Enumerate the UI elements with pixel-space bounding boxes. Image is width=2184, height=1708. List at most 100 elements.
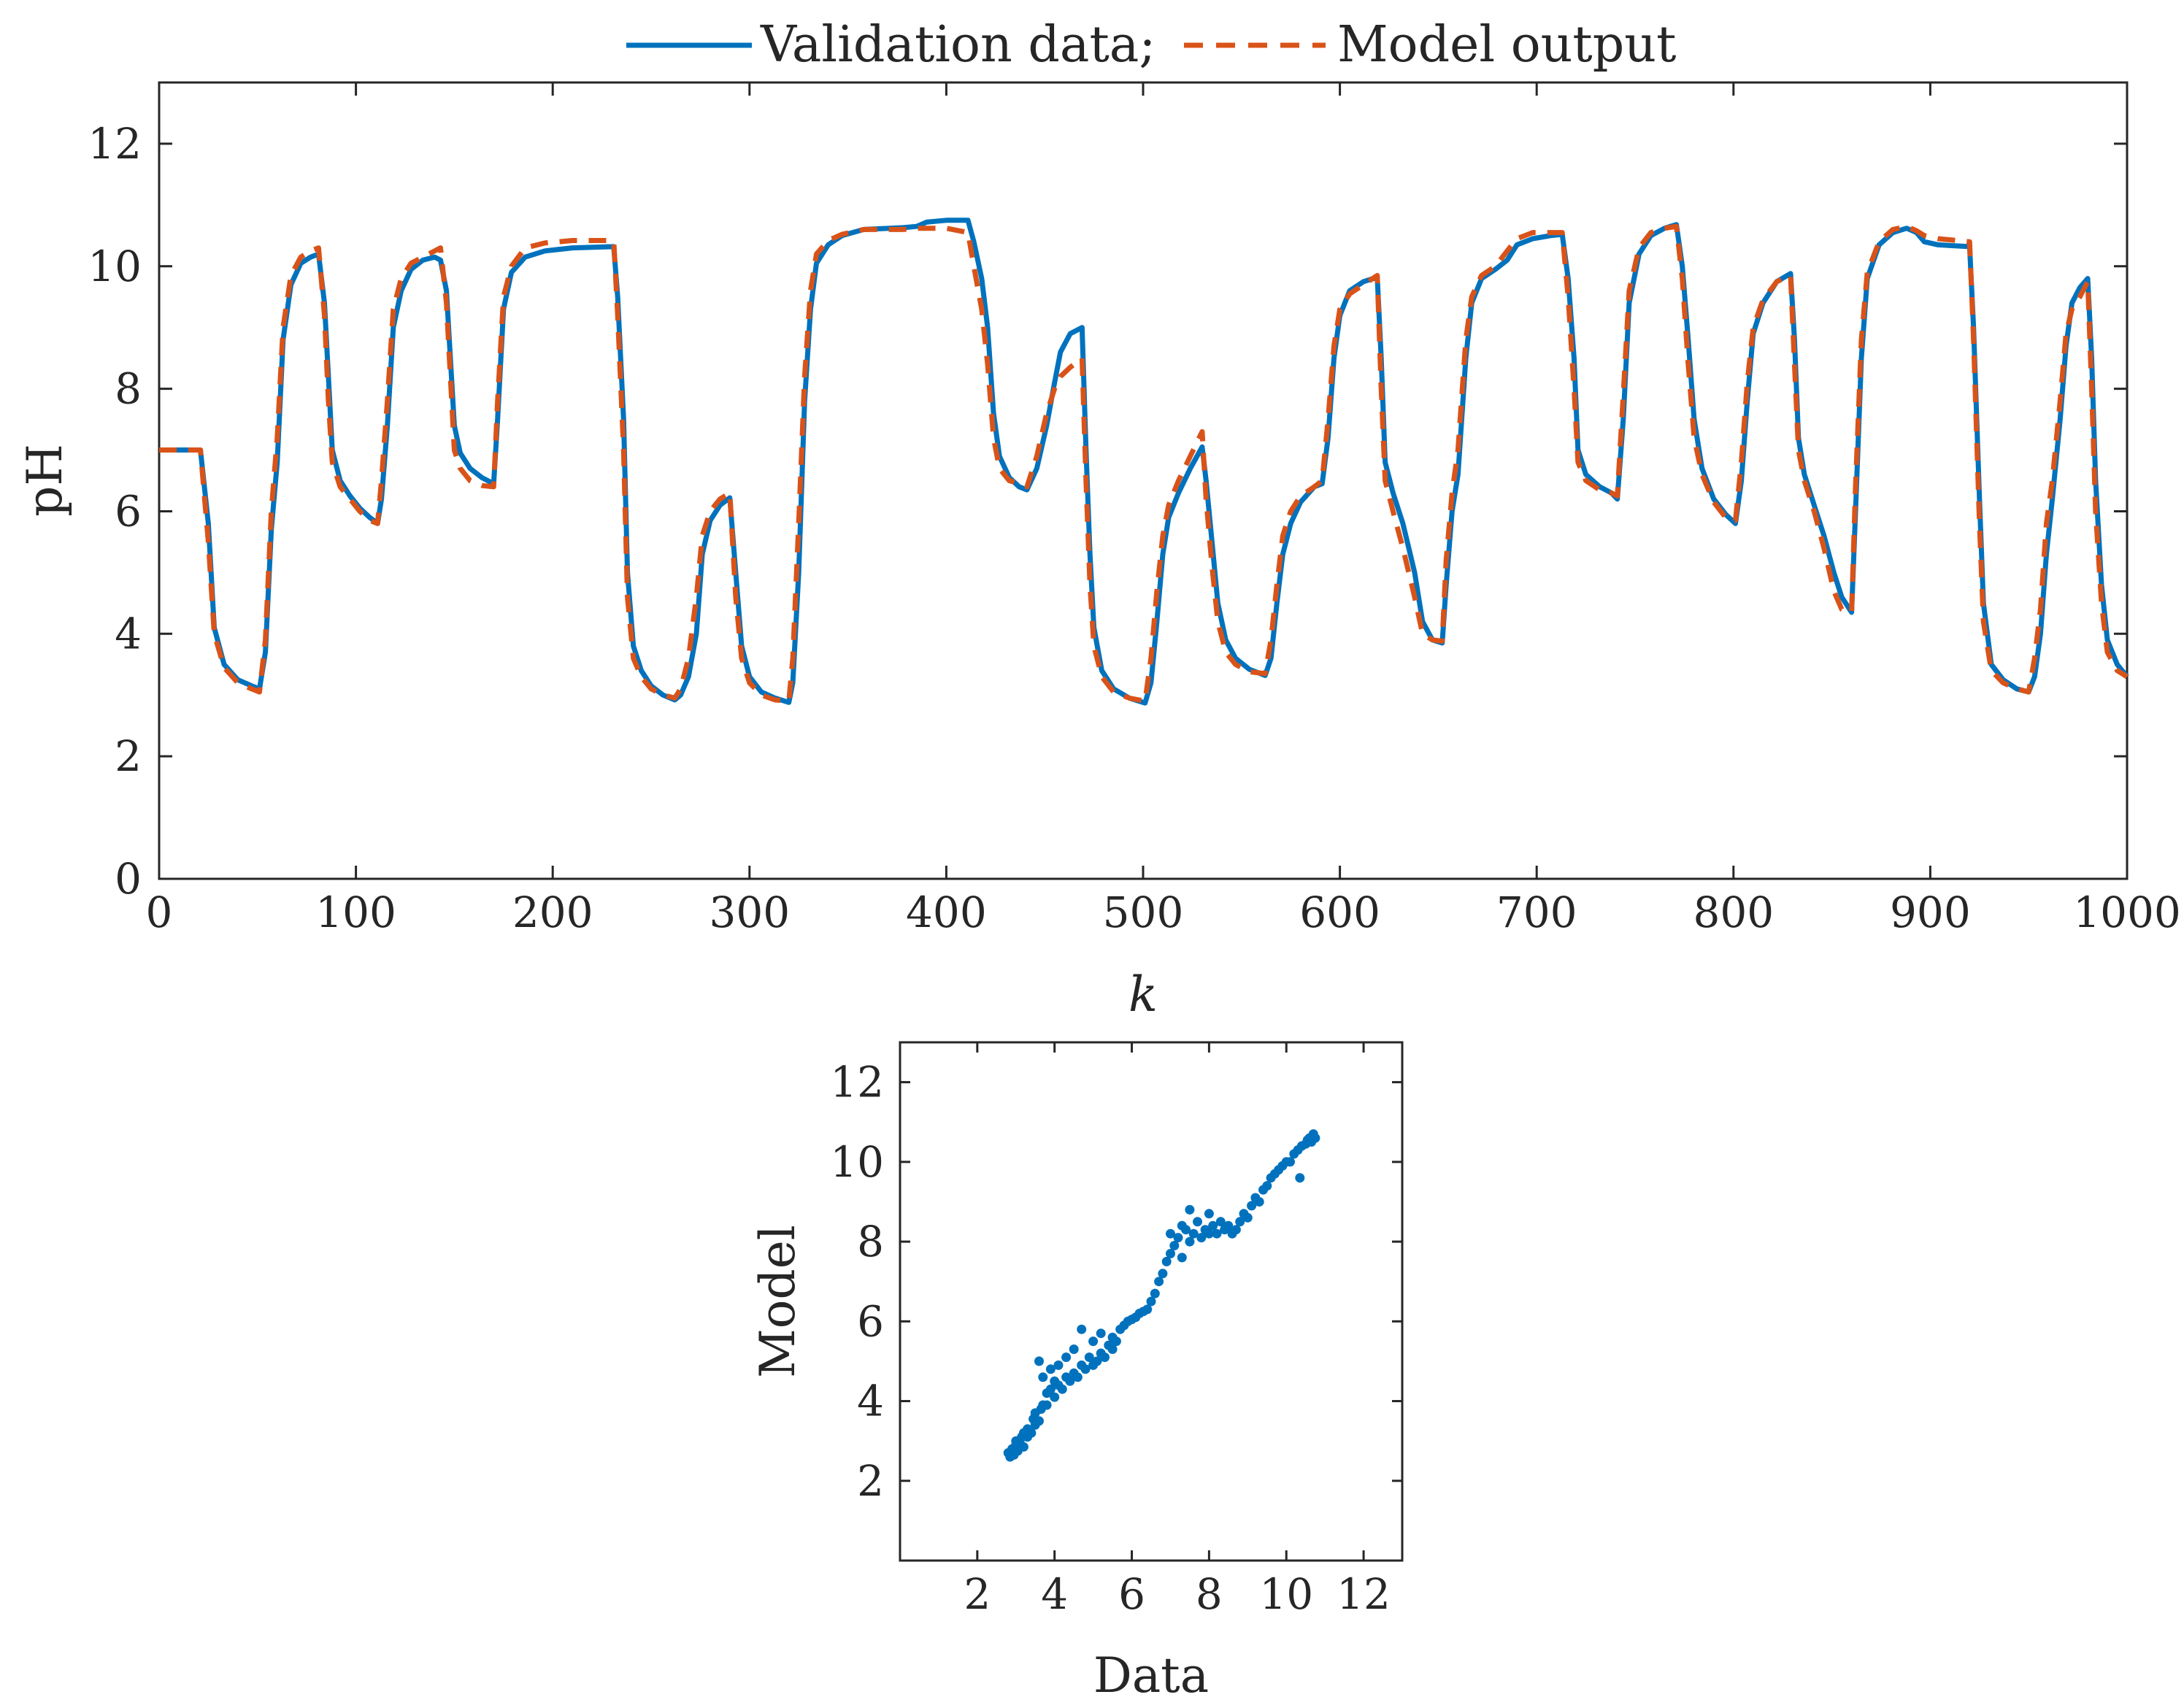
- scatter-x-tick-label: 4: [1041, 1569, 1068, 1619]
- x-tick-label: 500: [1103, 888, 1184, 937]
- scatter-point: [1092, 1356, 1102, 1366]
- scatter-point: [1038, 1372, 1048, 1382]
- x-axis-ticks: 0 100 200 300 400 500 600 700 800 900 1000: [146, 82, 2181, 937]
- scatter-point: [1242, 1212, 1253, 1223]
- legend: Validation data; Model output: [626, 16, 1676, 74]
- scatter-point: [1057, 1384, 1067, 1394]
- scatter-point: [1177, 1253, 1187, 1263]
- scatter-point: [1231, 1225, 1241, 1235]
- scatter-point: [1247, 1201, 1257, 1211]
- scatter-point: [1158, 1269, 1168, 1279]
- x-tick-label: 900: [1890, 888, 1971, 937]
- scatter-y-tick-label: 10: [830, 1137, 884, 1187]
- y-tick-label: 10: [88, 242, 142, 291]
- scatter-point: [1310, 1133, 1320, 1143]
- series-line-model: [159, 223, 2129, 704]
- scatter-point: [1166, 1249, 1175, 1258]
- scatter-point: [1185, 1204, 1195, 1215]
- scatter-point: [1018, 1442, 1028, 1452]
- scatter-point: [1169, 1241, 1180, 1250]
- scatter-point: [1204, 1228, 1214, 1239]
- scatter-point: [1295, 1173, 1305, 1183]
- y-axis-ticks: 0 2 4 6 8 10 12: [88, 119, 2127, 904]
- scatter-x-axis-label: Data: [1093, 1647, 1209, 1704]
- x-tick-label: 400: [906, 888, 987, 937]
- x-tick-label: 200: [512, 888, 593, 937]
- x-axis-label: k: [1128, 966, 1158, 1023]
- scatter-point: [1088, 1336, 1099, 1347]
- scatter-point: [1166, 1228, 1175, 1239]
- scatter-y-tick-label: 4: [857, 1377, 884, 1426]
- scatter-point: [1026, 1428, 1037, 1438]
- scatter-point: [1080, 1364, 1091, 1374]
- scatter-point: [1215, 1217, 1226, 1227]
- scatter-y-axis-label: Model: [750, 1225, 806, 1378]
- scatter-y-tick-label: 6: [857, 1296, 884, 1346]
- scatter-point: [1034, 1356, 1044, 1366]
- scatter-point: [1050, 1392, 1060, 1402]
- scatter-point: [1096, 1328, 1106, 1339]
- scatter-point: [1034, 1416, 1044, 1426]
- scatter-point: [1262, 1181, 1272, 1191]
- x-tick-label: 0: [146, 888, 173, 937]
- x-tick-label: 1000: [2073, 888, 2181, 937]
- time-series-plot: 0 100 200 300 400 500 600 700 800 900 1000 0 2 4 6 8 10…: [17, 81, 2181, 1023]
- scatter-point: [1285, 1157, 1295, 1167]
- scatter-y-tick-label: 2: [857, 1456, 884, 1506]
- x-tick-label: 600: [1299, 888, 1380, 937]
- scatter-x-tick-label: 12: [1337, 1569, 1391, 1619]
- scatter-point: [1061, 1353, 1072, 1362]
- scatter-point: [1045, 1384, 1056, 1394]
- scatter-point: [1196, 1233, 1207, 1243]
- x-tick-label: 300: [709, 888, 790, 937]
- y-axis-label: pH: [17, 444, 73, 517]
- scatter-x-tick-label: 8: [1196, 1569, 1223, 1619]
- scatter-point: [1188, 1228, 1199, 1239]
- y-tick-label: 2: [115, 731, 142, 781]
- scatter-point: [1111, 1336, 1121, 1347]
- scatter-point: [1212, 1228, 1222, 1239]
- scatter-point: [1181, 1225, 1191, 1235]
- scatter-point: [1150, 1288, 1160, 1299]
- scatter-y-tick-label: 8: [857, 1217, 884, 1266]
- scatter-x-tick-label: 10: [1259, 1569, 1313, 1619]
- scatter-point: [1173, 1233, 1183, 1243]
- scatter-point: [1107, 1345, 1118, 1354]
- scatter-x-tick-label: 2: [964, 1569, 991, 1619]
- scatter-point: [1045, 1364, 1056, 1374]
- scatter-point: [1072, 1372, 1083, 1382]
- y-tick-label: 12: [88, 119, 142, 169]
- scatter-point: [1223, 1220, 1234, 1231]
- legend-label-validation: Validation data;: [760, 16, 1156, 74]
- y-tick-label: 0: [115, 854, 142, 904]
- scatter-point: [1077, 1324, 1087, 1334]
- scatter-point: [1042, 1400, 1052, 1410]
- x-tick-label: 100: [315, 888, 396, 937]
- legend-label-model: Model output: [1337, 16, 1676, 74]
- series-group: [159, 218, 2129, 706]
- x-tick-label: 800: [1693, 888, 1774, 937]
- y-tick-label: 6: [115, 486, 142, 536]
- scatter-y-tick-label: 12: [830, 1058, 884, 1107]
- scatter-point: [1065, 1376, 1075, 1386]
- scatter-x-tick-label: 6: [1118, 1569, 1145, 1619]
- scatter-point: [1193, 1217, 1202, 1227]
- x-tick-label: 700: [1496, 888, 1577, 937]
- scatter-point: [1053, 1360, 1064, 1370]
- scatter-point: [1204, 1209, 1214, 1219]
- scatter-point: [1084, 1353, 1094, 1362]
- scatter-y-axis-ticks: 2 4 6 8 10 12: [830, 1058, 1402, 1506]
- scatter-point: [1208, 1220, 1218, 1231]
- scatter-point: [1069, 1345, 1079, 1354]
- y-tick-label: 8: [115, 364, 142, 414]
- scatter-x-axis-ticks: 2 4 6 8 10 12: [964, 1042, 1391, 1619]
- scatter-point: [1235, 1217, 1245, 1227]
- scatter-point: [1254, 1197, 1264, 1207]
- plot-area: [158, 81, 2129, 880]
- scatter-point: [1161, 1256, 1172, 1266]
- scatter-point: [1154, 1277, 1164, 1287]
- scatter-points: [1003, 1129, 1320, 1462]
- scatter-point: [1100, 1353, 1110, 1362]
